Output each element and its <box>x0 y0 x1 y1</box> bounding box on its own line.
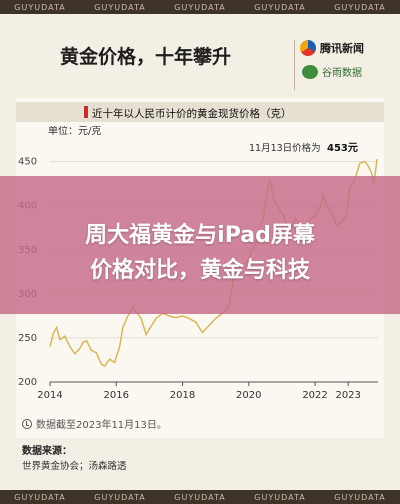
annotation-value: 453元 <box>327 142 358 154</box>
data-cutoff-text: 数据截至2023年11月13日。 <box>36 420 167 431</box>
y-tick-label: 200 <box>18 377 37 388</box>
tencent-logo-icon <box>300 40 316 56</box>
brand-secondary: 谷雨数据 <box>302 64 362 79</box>
x-tick-label: 2023 <box>335 390 360 401</box>
watermark-text: GUYUDATA <box>334 492 386 502</box>
watermark-text: GUYUDATA <box>174 2 226 12</box>
watermark-text: GUYUDATA <box>254 2 306 12</box>
watermark-bar-top: GUYUDATA GUYUDATA GUYUDATA GUYUDATA GUYU… <box>0 0 400 14</box>
headline-line-1: 周大福黄金与iPad屏幕 <box>85 223 315 248</box>
headline-line-2: 价格对比，黄金与科技 <box>89 258 310 283</box>
watermark-text: GUYUDATA <box>254 492 306 502</box>
data-cutoff-note: 数据截至2023年11月13日。 <box>22 416 167 431</box>
y-tick-label: 450 <box>18 157 37 168</box>
x-tick-label: 2016 <box>104 390 129 401</box>
x-tick-label: 2014 <box>37 390 62 401</box>
annotation-text: 11月13日价格为 <box>249 142 321 154</box>
header-divider <box>294 40 295 90</box>
chart-title: 近十年以人民币计价的黄金现货价格（克） <box>92 108 292 120</box>
clock-icon <box>22 418 32 429</box>
source-body: 世界黄金协会；汤森路透 <box>22 461 127 472</box>
x-tick-label: 2018 <box>170 390 195 401</box>
watermark-bar-bottom: GUYUDATA GUYUDATA GUYUDATA GUYUDATA GUYU… <box>0 490 400 504</box>
watermark-text: GUYUDATA <box>94 2 146 12</box>
source-title: 数据来源： <box>22 446 72 457</box>
x-tick-label: 2022 <box>302 390 327 401</box>
x-tick-label: 2020 <box>236 390 261 401</box>
guyu-logo-icon <box>302 64 318 79</box>
annotation: 11月13日价格为 453元 <box>249 142 358 154</box>
headline-overlay <box>0 176 400 314</box>
y-axis-label: 单位：元/克 <box>48 126 101 137</box>
brand-primary-label: 腾讯新闻 <box>320 42 364 55</box>
brand-secondary-label: 谷雨数据 <box>322 68 362 79</box>
watermark-text: GUYUDATA <box>94 492 146 502</box>
watermark-text: GUYUDATA <box>14 492 66 502</box>
chart-title-band: 近十年以人民币计价的黄金现货价格（克） <box>16 102 384 122</box>
watermark-text: GUYUDATA <box>14 2 66 12</box>
headline-text: 周大福黄金与iPad屏幕 价格对比，黄金与科技 <box>0 218 400 288</box>
watermark-text: GUYUDATA <box>174 492 226 502</box>
page-title: 黄金价格，十年攀升 <box>60 46 232 68</box>
header: 黄金价格，十年攀升 腾讯新闻 谷雨数据 <box>0 14 400 92</box>
y-tick-label: 250 <box>18 333 37 344</box>
title-accent-bar <box>84 106 88 118</box>
watermark-text: GUYUDATA <box>334 2 386 12</box>
brand-primary: 腾讯新闻 <box>300 40 364 56</box>
